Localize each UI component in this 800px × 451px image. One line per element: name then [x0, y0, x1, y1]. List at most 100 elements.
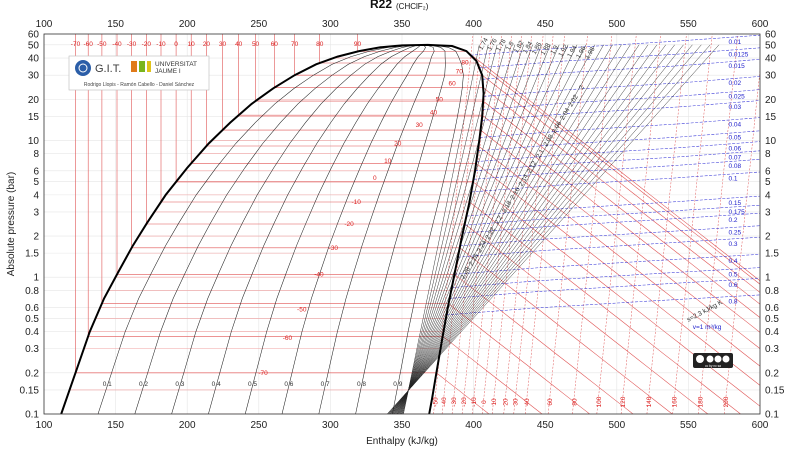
isentrope-line [389, 44, 675, 414]
x-tick-label-top: 300 [322, 19, 339, 30]
isochore-label: 0.2 [728, 217, 737, 224]
isochore-label: 0.5 [728, 271, 737, 278]
isentrope-line [393, 44, 622, 414]
isochore-label: 0.08 [728, 163, 741, 170]
isochore-line [471, 171, 760, 193]
isotherm-bottom-label: 180 [697, 396, 704, 407]
isentrope-line [391, 44, 649, 414]
isochore-label: 0.175 [728, 209, 745, 216]
y-tick-label-left: 40 [28, 54, 40, 65]
isotherm-line [294, 34, 760, 293]
isotherm-bottom-label: 20 [503, 398, 510, 406]
y-tick-label-right: 3 [765, 207, 771, 218]
isentrope-label: 2.04 [559, 107, 572, 122]
y-tick-label-left: 30 [28, 71, 40, 82]
license-badge-text: cc by nc sa [705, 364, 721, 368]
y-tick-label-left: 0.5 [25, 314, 39, 325]
x-tick-label-bottom: 600 [752, 420, 769, 431]
isentrope-unit-label: s=2.3 kJ/kg K [686, 299, 724, 324]
y-tick-label-right: 15 [765, 112, 777, 123]
isentrope-label: 2.22 [484, 226, 497, 241]
isentrope-line [403, 44, 480, 414]
y-tick-label-right: 8 [765, 149, 771, 160]
isochore-label: 0.4 [728, 258, 737, 265]
y-tick-label-right: 4 [765, 190, 771, 201]
isochore-label: 0.015 [728, 63, 745, 70]
y-axis-label: Absolute pressure (bar) [6, 172, 17, 277]
isentrope-line [392, 44, 631, 414]
quality-label: 0.4 [212, 381, 221, 388]
x-tick-label-bottom: 450 [537, 420, 554, 431]
x-tick-label-top: 550 [680, 19, 697, 30]
y-tick-label-right: 0.3 [765, 344, 779, 355]
isotherm-bottom-label: -40 [441, 397, 448, 407]
logo-authors: Rodrigo Llopis - Ramón Cabello - Daniel … [84, 82, 195, 88]
by-icon [706, 355, 714, 363]
isotherm-top-label: -20 [142, 41, 152, 48]
y-tick-label-right: 30 [765, 71, 777, 82]
isochore-line [464, 204, 760, 226]
logo-group-name: G.I.T. [95, 63, 121, 75]
isentrope-line [391, 44, 658, 414]
isotherm-line [255, 34, 760, 318]
isotherm-top-label: -50 [97, 41, 107, 48]
isochore-line [476, 141, 760, 162]
isentrope-line [399, 44, 533, 414]
x-tick-label-top: 400 [465, 19, 482, 30]
isentrope-line [398, 44, 542, 414]
y-tick-label-left: 6 [33, 166, 39, 177]
y-tick-label-right: 50 [765, 40, 777, 51]
quality-label: 0.1 [103, 381, 112, 388]
isotherm-bottom-label: 30 [513, 398, 520, 406]
y-axis-left-ticks: 0.1 0.15 0.2 0.3 0.4 0.50.6 0.8 1 1.5 2 3 4 56 8 10 15 2… [20, 30, 40, 421]
y-tick-label-left: 0.1 [25, 410, 39, 421]
isoline-labels: -70 -60 -50 -40 -30 -20 -10 0 10 20 30 40 50 60 70 80 90… [71, 37, 749, 408]
x-tick-label-bottom: 200 [179, 420, 196, 431]
isotherm-dome-label: 0 [373, 175, 377, 182]
y-tick-label-right: 0.1 [765, 410, 779, 421]
git-uji-logo: G.I.T. UNIVERSITAT JAUME I Rodrigo Llopi… [68, 55, 210, 91]
isotherm-vapor-line [503, 34, 544, 414]
isotherm-dome-label: 70 [456, 68, 464, 75]
isentrope-line [394, 44, 613, 414]
x-tick-label-bottom: 300 [322, 420, 339, 431]
x-tick-label-top: 500 [608, 19, 625, 30]
y-tick-label-left: 20 [28, 95, 40, 106]
isentrope-label: 2.2 [494, 214, 505, 226]
isentrope-label: 1.9 [549, 44, 560, 56]
isotherm-top-label: -60 [84, 41, 94, 48]
quality-line [281, 44, 428, 414]
isochore-label: 0.6 [728, 282, 737, 289]
isotherm-dome-label: -40 [314, 271, 324, 278]
isentrope-line [401, 44, 507, 414]
isotherm-bottom-label: 60 [547, 398, 554, 406]
isochore-label: 0.07 [728, 155, 741, 162]
isotherm-dome-label: -50 [297, 307, 307, 314]
y-tick-label-right: 1.5 [765, 249, 779, 260]
isotherm-top-label: -40 [112, 41, 122, 48]
quality-line [208, 44, 428, 414]
isentrope-label: 2.1 [535, 148, 546, 160]
isotherm-line [160, 34, 742, 414]
chart-title-text: R22 [370, 0, 392, 11]
isotherm-dome-label: 40 [430, 110, 438, 117]
y-tick-label-left: 0.8 [25, 286, 39, 297]
isochore-line [446, 294, 760, 316]
isotherm-vapor-line [524, 34, 566, 414]
quality-line [134, 44, 428, 414]
isotherm-top-label: 60 [271, 41, 279, 48]
isotherm-vapor-line [620, 34, 661, 414]
isentrope-line [397, 44, 560, 414]
isotherm-dome-label: 60 [449, 81, 457, 88]
y-tick-label-right: 40 [765, 54, 777, 65]
isotherm-bottom-label: 160 [672, 396, 679, 407]
isochore-line [479, 47, 760, 68]
y-tick-label-left: 10 [28, 136, 40, 147]
x-axis-top-ticks: 100 150 200 250 300 350 400 450 500 550 600 [36, 19, 769, 30]
isochore-label: 0.1 [728, 176, 737, 183]
isochore-line [462, 212, 760, 234]
isentrope-label: 2.26 [468, 252, 481, 267]
isochore-label: 0.02 [728, 80, 741, 87]
uji-block-icon [131, 61, 137, 72]
isentrope-line [398, 44, 551, 414]
